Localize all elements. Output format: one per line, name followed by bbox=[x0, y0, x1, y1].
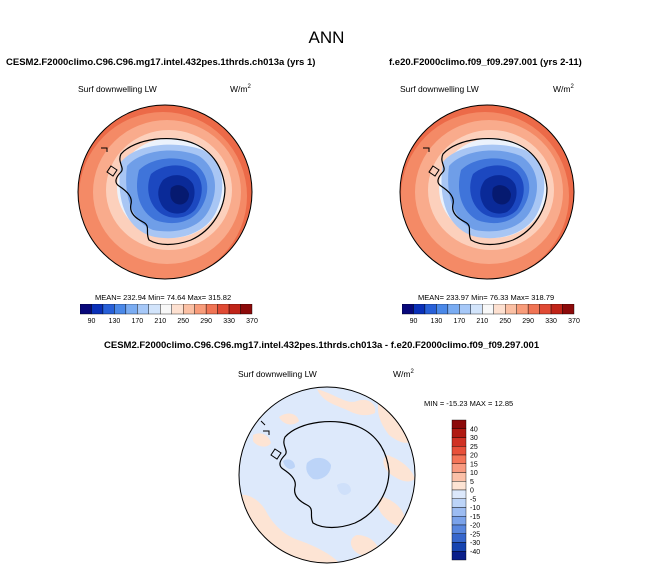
panel-2-polar-map bbox=[399, 104, 575, 280]
panel-2-colorbar-box bbox=[527, 304, 540, 315]
panel-1-colorbar-box bbox=[148, 304, 161, 315]
panel-2-variable-label: Surf downwelling LW bbox=[400, 84, 479, 94]
panel-2-colorbar-box bbox=[504, 304, 517, 315]
panel-1-colorbar-box bbox=[160, 304, 172, 315]
panel-3-colorbar-tick-label: 5 bbox=[470, 479, 474, 486]
panel-3-colorbar-box bbox=[451, 507, 467, 517]
panel-2-colorbar-tick-label: 290 bbox=[522, 318, 534, 325]
panel-1-colorbar-tick-label: 370 bbox=[246, 318, 258, 325]
panel-3-units: W/m2 bbox=[393, 369, 414, 379]
panel-1-colorbar-box bbox=[171, 304, 184, 315]
panel-1-colorbar-tick-label: 90 bbox=[88, 318, 96, 325]
panel-3-colorbar-box bbox=[451, 463, 467, 473]
panel-2-colorbar-box bbox=[413, 304, 426, 315]
panel-3-colorbar-tick-label: 30 bbox=[470, 435, 478, 442]
panel-3-colorbar-tick-label: 15 bbox=[470, 461, 478, 468]
panel-3-colorbar-box bbox=[451, 437, 467, 447]
panel-3-colorbar-tick-label: -5 bbox=[470, 496, 476, 503]
panel-2-stats: MEAN= 233.97 Min= 76.33 Max= 318.79 bbox=[418, 293, 555, 302]
main-title: ANN bbox=[308, 28, 345, 47]
panel-1-colorbar-tick-label: 330 bbox=[223, 318, 235, 325]
panel-1-colorbar-box bbox=[240, 304, 253, 315]
panel-1-stats: MEAN= 232.94 Min= 74.64 Max= 315.82 bbox=[95, 293, 232, 302]
panel-1-colorbar: 90 130 170 210 250 290 330 370 bbox=[80, 304, 258, 325]
panel-1-colorbar-tick-label: 210 bbox=[154, 318, 166, 325]
panel-3-colorbar-box bbox=[451, 551, 467, 561]
panel-1-colorbar-box bbox=[80, 304, 92, 315]
panel-3-colorbar-box bbox=[451, 419, 467, 429]
panel-2-colorbar-box bbox=[436, 304, 449, 315]
panel-2-colorbar-tick-label: 170 bbox=[453, 318, 465, 325]
panel-2-colorbar-box bbox=[402, 304, 414, 315]
panel-2-colorbar-box bbox=[493, 304, 506, 315]
panel-2-colorbar-box bbox=[447, 304, 460, 315]
panel-1-colorbar-box bbox=[125, 304, 138, 315]
panel-1-colorbar-tick-label: 170 bbox=[131, 318, 143, 325]
panel-3-colorbar-tick-label: 40 bbox=[470, 426, 478, 433]
panel-3-polar-map bbox=[238, 386, 416, 564]
panel-2-colorbar-tick-label: 330 bbox=[545, 318, 557, 325]
panel-1-colorbar-box bbox=[114, 304, 127, 315]
panel-2-colorbar-tick-label: 210 bbox=[476, 318, 488, 325]
panel-3-colorbar-tick-label: 25 bbox=[470, 444, 478, 451]
panel-1-units: W/m2 bbox=[230, 84, 251, 94]
panel-3-colorbar-box bbox=[451, 472, 467, 482]
panel-1-colorbar-tick-label: 290 bbox=[200, 318, 212, 325]
panel-1-colorbar-tick-label: 250 bbox=[177, 318, 189, 325]
panel-1-colorbar-tick-label: 130 bbox=[109, 318, 121, 325]
panel-1-polar-map bbox=[77, 104, 253, 280]
panel-2-colorbar-tick-label: 90 bbox=[410, 318, 418, 325]
panel-2-colorbar-box bbox=[562, 304, 575, 315]
panel-3-colorbar-tick-label: -30 bbox=[470, 540, 480, 547]
panel-1-colorbar-box bbox=[228, 304, 241, 315]
panel-3-colorbar-tick-label: 0 bbox=[470, 488, 474, 495]
panel-3-stats: MIN = -15.23 MAX = 12.85 bbox=[424, 399, 514, 408]
panel-2-units: W/m2 bbox=[553, 84, 574, 94]
panel-3-colorbar-tick-label: -40 bbox=[470, 549, 480, 556]
panel-3-colorbar-box bbox=[451, 446, 467, 456]
panel-3-colorbar-tick-label: -20 bbox=[470, 523, 480, 530]
panel-1-colorbar-box bbox=[182, 304, 195, 315]
panel-2-colorbar-tick-label: 250 bbox=[499, 318, 511, 325]
panel-2-colorbar-box bbox=[470, 304, 483, 315]
panel-3-colorbar-box bbox=[451, 542, 467, 552]
panel-3-colorbar-box bbox=[451, 481, 467, 491]
panel-3-colorbar-tick-label: -25 bbox=[470, 531, 480, 538]
panel-2-colorbar-box bbox=[482, 304, 494, 315]
panel-2-colorbar-box bbox=[550, 304, 563, 315]
panel-3-colorbar-tick-label: -10 bbox=[470, 505, 480, 512]
panel-3-colorbar-tick-label: 20 bbox=[470, 453, 478, 460]
panel-3-colorbar-tick-label: -15 bbox=[470, 514, 480, 521]
panel-3-title: CESM2.F2000climo.C96.C96.mg17.intel.432p… bbox=[104, 340, 540, 351]
panel-2-colorbar: 90 130 170 210 250 290 330 370 bbox=[402, 304, 580, 325]
panel-1-title: CESM2.F2000climo.C96.C96.mg17.intel.432p… bbox=[6, 57, 316, 68]
panel-3-colorbar-box bbox=[451, 524, 467, 534]
panel-1-variable-label: Surf downwelling LW bbox=[78, 84, 157, 94]
panel-2-colorbar-box bbox=[539, 304, 552, 315]
panel-3-colorbar-box bbox=[451, 516, 467, 526]
panel-1-colorbar-box bbox=[217, 304, 230, 315]
panel-3-colorbar-box bbox=[451, 498, 467, 508]
panel-3-colorbar-tick-label: 10 bbox=[470, 470, 478, 477]
panel-3-colorbar-box bbox=[451, 489, 467, 499]
panel-2-colorbar-tick-label: 370 bbox=[568, 318, 580, 325]
panel-3-colorbar-box bbox=[451, 428, 467, 438]
panel-3-variable-label: Surf downwelling LW bbox=[238, 369, 317, 379]
panel-1-colorbar-box bbox=[91, 304, 104, 315]
panel-1-colorbar-box bbox=[102, 304, 115, 315]
panel-2-colorbar-box bbox=[516, 304, 529, 315]
panel-2-colorbar-box bbox=[459, 304, 471, 315]
panel-1-colorbar-box bbox=[194, 304, 207, 315]
panel-1-colorbar-box bbox=[137, 304, 149, 315]
panel-2-title: f.e20.F2000climo.f09_f09.297.001 (yrs 2-… bbox=[389, 57, 582, 68]
panel-3-colorbar-box bbox=[451, 533, 467, 543]
panel-3-colorbar-box bbox=[451, 454, 467, 464]
panel-1-colorbar-box bbox=[205, 304, 218, 315]
panel-2-colorbar-box bbox=[424, 304, 437, 315]
panel-2-colorbar-tick-label: 130 bbox=[431, 318, 443, 325]
